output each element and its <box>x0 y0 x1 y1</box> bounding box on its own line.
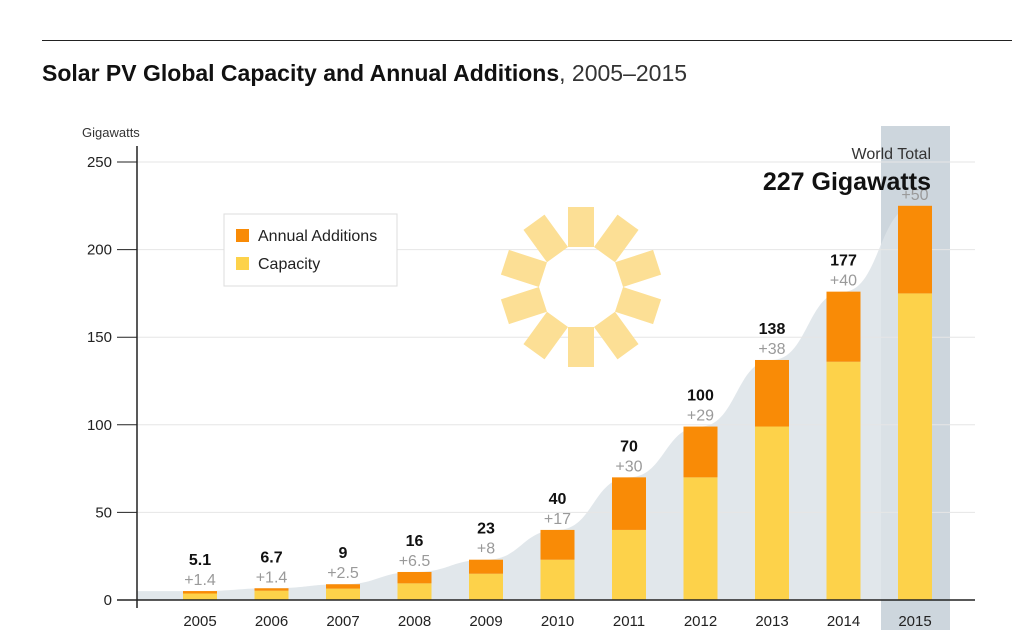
total-label: 70 <box>620 438 638 455</box>
bar-addition <box>326 584 360 589</box>
sun-ray <box>593 214 639 263</box>
bar-addition <box>755 359 789 427</box>
sun-ray <box>615 286 662 325</box>
bar-capacity <box>612 529 646 600</box>
x-tick-label: 2008 <box>398 613 431 630</box>
bar-capacity <box>254 590 289 600</box>
y-tick-label: 250 <box>87 154 112 171</box>
sun-ray <box>523 311 569 360</box>
legend-label: Capacity <box>258 256 320 273</box>
addition-label: +17 <box>544 511 571 528</box>
bar-addition <box>397 571 432 584</box>
total-label: 138 <box>759 321 786 338</box>
bar-addition <box>540 529 575 560</box>
x-tick-label: 2013 <box>755 613 788 630</box>
legend-label: Annual Additions <box>258 228 377 245</box>
sun-graphic <box>500 207 662 367</box>
bar-capacity <box>469 573 503 600</box>
world-total-value: 227 Gigawatts <box>763 168 931 196</box>
bar-addition <box>898 205 932 294</box>
bar-capacity <box>326 588 360 600</box>
bar-addition <box>612 477 646 530</box>
x-tick-label: 2015 <box>898 613 931 630</box>
x-tick-label: 2009 <box>469 613 502 630</box>
y-tick-label: 0 <box>104 592 112 609</box>
bar-capacity <box>397 583 432 600</box>
sun-ray <box>593 311 639 360</box>
total-label: 9 <box>339 545 348 562</box>
x-tick-label: 2012 <box>684 613 717 630</box>
x-tick-label: 2010 <box>541 613 574 630</box>
trend-area <box>137 205 915 601</box>
bar-capacity <box>755 426 789 600</box>
bar-capacity <box>183 593 217 600</box>
chart-title: Solar PV Global Capacity and Annual Addi… <box>42 60 687 87</box>
bar-capacity <box>683 477 718 600</box>
y-tick-label: 200 <box>87 242 112 259</box>
sun-ray <box>500 249 547 288</box>
bar-addition <box>469 559 503 574</box>
bar-capacity <box>540 559 575 600</box>
world-total-label: World Total <box>852 146 931 163</box>
sun-ray <box>568 327 594 367</box>
bar-addition <box>826 291 861 362</box>
addition-label: +2.5 <box>327 565 359 582</box>
x-tick-label: 2011 <box>613 613 645 630</box>
addition-label: +1.4 <box>184 572 216 589</box>
total-label: 23 <box>477 521 495 538</box>
total-label: 40 <box>549 491 567 508</box>
total-label: 177 <box>830 253 857 270</box>
sun-ray <box>615 249 662 288</box>
y-tick-label: 100 <box>87 417 112 434</box>
y-tick-label: 50 <box>95 504 112 521</box>
addition-label: +40 <box>830 273 857 290</box>
y-axis-title: Gigawatts <box>82 125 140 140</box>
bar-capacity <box>826 361 861 600</box>
x-tick-label: 2007 <box>326 613 359 630</box>
x-tick-label: 2005 <box>183 613 216 630</box>
y-tick-label: 150 <box>87 329 112 346</box>
top-rule <box>42 40 1012 41</box>
legend-swatch <box>236 257 249 270</box>
sun-ray <box>568 207 594 247</box>
chart-title-years: , 2005–2015 <box>559 60 688 86</box>
total-label: 6.7 <box>260 549 282 566</box>
addition-label: +1.4 <box>256 569 288 586</box>
total-label: 5.1 <box>189 552 211 569</box>
bar-addition <box>183 591 217 594</box>
addition-label: +8 <box>477 541 495 558</box>
bar-addition <box>254 588 289 591</box>
addition-label: +38 <box>758 341 785 358</box>
addition-label: +6.5 <box>399 553 431 570</box>
sun-ray <box>523 214 569 263</box>
sun-ray <box>500 286 547 325</box>
addition-label: +30 <box>615 458 642 475</box>
x-tick-label: 2006 <box>255 613 288 630</box>
addition-label: +50 <box>901 187 928 204</box>
legend-swatch <box>236 229 249 242</box>
total-label: 16 <box>406 533 424 550</box>
legend-box <box>223 213 398 287</box>
x-tick-label: 2014 <box>827 613 860 630</box>
bar-capacity <box>898 293 932 600</box>
total-label: 100 <box>687 388 714 405</box>
bar-addition <box>683 426 718 478</box>
addition-label: +29 <box>687 408 714 425</box>
chart-title-main: Solar PV Global Capacity and Annual Addi… <box>42 60 560 86</box>
